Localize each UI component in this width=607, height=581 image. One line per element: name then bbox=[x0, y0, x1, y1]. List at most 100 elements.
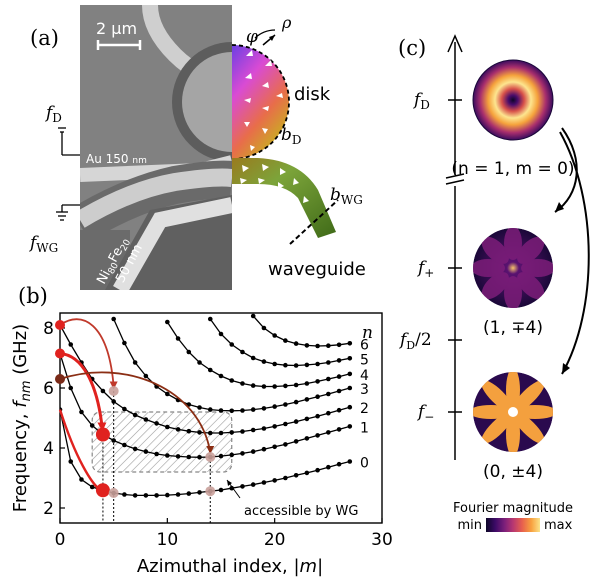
data-point bbox=[326, 410, 331, 416]
data-point bbox=[207, 430, 213, 436]
data-point bbox=[304, 470, 310, 476]
data-point bbox=[261, 406, 267, 411]
data-point bbox=[272, 478, 277, 483]
mode-lobe bbox=[481, 411, 514, 444]
data-point bbox=[315, 413, 320, 419]
data-point bbox=[315, 379, 320, 384]
data-point bbox=[197, 490, 202, 495]
highlight-point bbox=[205, 452, 216, 462]
transition-arrow-minus bbox=[559, 131, 590, 375]
branch-label-n2: 2 bbox=[360, 401, 369, 417]
data-point bbox=[218, 487, 224, 493]
data-point bbox=[100, 388, 106, 394]
branch-label-n0: 0 bbox=[360, 456, 369, 472]
mode-lobe bbox=[481, 380, 514, 413]
au-label: Au 150 nm bbox=[86, 152, 147, 166]
data-point bbox=[347, 371, 353, 377]
phi-arrow bbox=[254, 29, 276, 39]
data-point bbox=[186, 454, 192, 460]
data-point bbox=[197, 405, 202, 410]
data-point bbox=[272, 404, 277, 409]
mode2-label: (1, ∓4) bbox=[483, 318, 543, 338]
data-point bbox=[250, 383, 256, 388]
data-point bbox=[175, 336, 181, 341]
data-point bbox=[154, 451, 159, 457]
data-point bbox=[347, 341, 353, 346]
transition-arrow-1 bbox=[59, 318, 115, 387]
colorbar bbox=[486, 518, 540, 532]
data-point bbox=[293, 341, 299, 346]
data-point bbox=[132, 360, 138, 365]
mode-map-0-pm4 bbox=[473, 372, 553, 452]
disk-magnetization bbox=[232, 45, 289, 159]
x-tick-label: 30 bbox=[371, 530, 393, 550]
data-point bbox=[315, 467, 320, 473]
mode-lobe bbox=[517, 236, 545, 264]
arrow-head bbox=[97, 422, 107, 432]
colorbar-max: max bbox=[544, 518, 573, 533]
data-point bbox=[122, 492, 127, 497]
data-point bbox=[326, 430, 331, 435]
data-point bbox=[283, 421, 288, 427]
data-point bbox=[336, 374, 342, 379]
data-point bbox=[143, 417, 149, 422]
panel-b-label: (b) bbox=[18, 284, 48, 308]
data-point bbox=[122, 340, 127, 346]
data-point bbox=[197, 455, 202, 460]
fwg-port bbox=[56, 204, 80, 221]
data-point bbox=[326, 360, 331, 365]
data-point bbox=[261, 384, 267, 389]
mode-lobe bbox=[521, 259, 553, 277]
data-point bbox=[175, 492, 181, 497]
data-point bbox=[197, 430, 202, 435]
data-point bbox=[229, 485, 235, 491]
data-point bbox=[175, 454, 181, 459]
data-point bbox=[261, 480, 267, 485]
transition-arrow-2 bbox=[59, 352, 104, 431]
y-tick-label: 6 bbox=[43, 379, 54, 399]
data-point bbox=[89, 484, 95, 490]
mode1-label: (n = 1, m = 0) bbox=[451, 159, 574, 179]
panel-c-label: (c) bbox=[398, 36, 426, 60]
data-point bbox=[79, 409, 84, 415]
data-point bbox=[336, 461, 342, 467]
data-point bbox=[283, 402, 288, 407]
disk-arrows bbox=[244, 50, 283, 151]
transition-arrow-3 bbox=[59, 371, 212, 453]
data-point bbox=[304, 362, 310, 368]
bd-label: bD bbox=[281, 125, 302, 147]
data-point bbox=[347, 404, 353, 410]
data-point bbox=[304, 397, 310, 402]
branch-label-n3: 3 bbox=[360, 382, 369, 398]
series-line-n6 bbox=[252, 315, 350, 347]
data-point bbox=[272, 384, 277, 389]
fd-port bbox=[58, 127, 80, 156]
data-point bbox=[89, 423, 95, 428]
arrow-head bbox=[206, 446, 215, 454]
svg-text:Ni80Fe20: Ni80Fe20 bbox=[94, 235, 133, 288]
accessible-pointer-head bbox=[227, 480, 232, 486]
highlight-point bbox=[205, 486, 216, 497]
data-point bbox=[143, 373, 149, 379]
data-point bbox=[304, 436, 310, 441]
data-point bbox=[315, 394, 320, 400]
data-point bbox=[250, 482, 256, 487]
data-point bbox=[218, 453, 224, 459]
data-point bbox=[272, 333, 277, 338]
data-point bbox=[111, 399, 116, 404]
data-point bbox=[207, 367, 213, 373]
scale-bar-label: 2 μm bbox=[96, 19, 137, 38]
transition-arrow-plus bbox=[554, 127, 578, 213]
data-point bbox=[218, 373, 224, 379]
phi-label: φ bbox=[246, 27, 258, 47]
data-point bbox=[293, 473, 299, 478]
data-point bbox=[68, 342, 74, 347]
data-point bbox=[261, 446, 267, 452]
data-point bbox=[132, 446, 138, 452]
data-point bbox=[165, 391, 170, 397]
mode-lobe bbox=[517, 272, 545, 300]
branch-label-n5: 5 bbox=[360, 352, 369, 368]
data-point bbox=[283, 338, 288, 343]
data-point bbox=[304, 343, 310, 348]
